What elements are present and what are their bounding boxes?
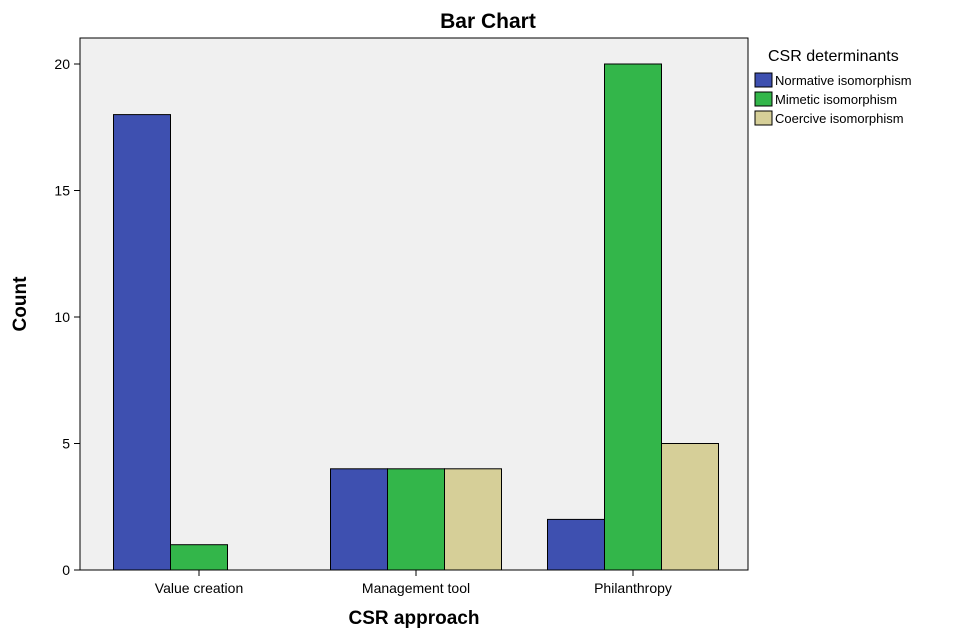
- y-axis-title: Count: [10, 276, 31, 332]
- bar-management-tool-coercive-isomorphism: [444, 468, 502, 571]
- y-tick-label: 20: [54, 56, 70, 72]
- legend-title: CSR determinants: [768, 48, 899, 65]
- bar-value-creation-normative-isomorphism: [113, 114, 171, 571]
- x-axis: Value creation Management tool Philanthrop…: [155, 570, 672, 596]
- y-tick-label: 10: [54, 309, 70, 325]
- legend-label: Normative isomorphism: [775, 73, 912, 88]
- bar-management-tool-mimetic-isomorphism: [387, 468, 445, 571]
- bars: [113, 63, 719, 571]
- legend-label: Coercive isomorphism: [775, 111, 904, 126]
- y-tick-label: 0: [62, 562, 70, 578]
- bar-philanthropy-mimetic-isomorphism: [604, 63, 662, 571]
- x-tick-label: Management tool: [362, 580, 470, 596]
- y-axis: 0 5 10 15 20: [54, 56, 80, 578]
- x-tick-label: Philanthropy: [594, 580, 672, 596]
- bar-management-tool-normative-isomorphism: [330, 468, 388, 571]
- bar-value-creation-mimetic-isomorphism: [170, 544, 228, 571]
- chart-title: Bar Chart: [440, 10, 536, 33]
- x-axis-title: CSR approach: [349, 608, 480, 628]
- legend-label: Mimetic isomorphism: [775, 92, 897, 107]
- legend-swatch: [754, 72, 773, 88]
- legend-swatch: [754, 91, 773, 107]
- legend-swatch: [754, 110, 773, 126]
- y-tick-label: 15: [54, 183, 70, 199]
- legend: CSR determinants Normative isomorphism Mi…: [754, 48, 912, 126]
- bar-philanthropy-normative-isomorphism: [547, 518, 605, 571]
- bar-philanthropy-coercive-isomorphism: [661, 443, 719, 571]
- y-tick-label: 5: [62, 436, 70, 452]
- x-tick-label: Value creation: [155, 580, 243, 596]
